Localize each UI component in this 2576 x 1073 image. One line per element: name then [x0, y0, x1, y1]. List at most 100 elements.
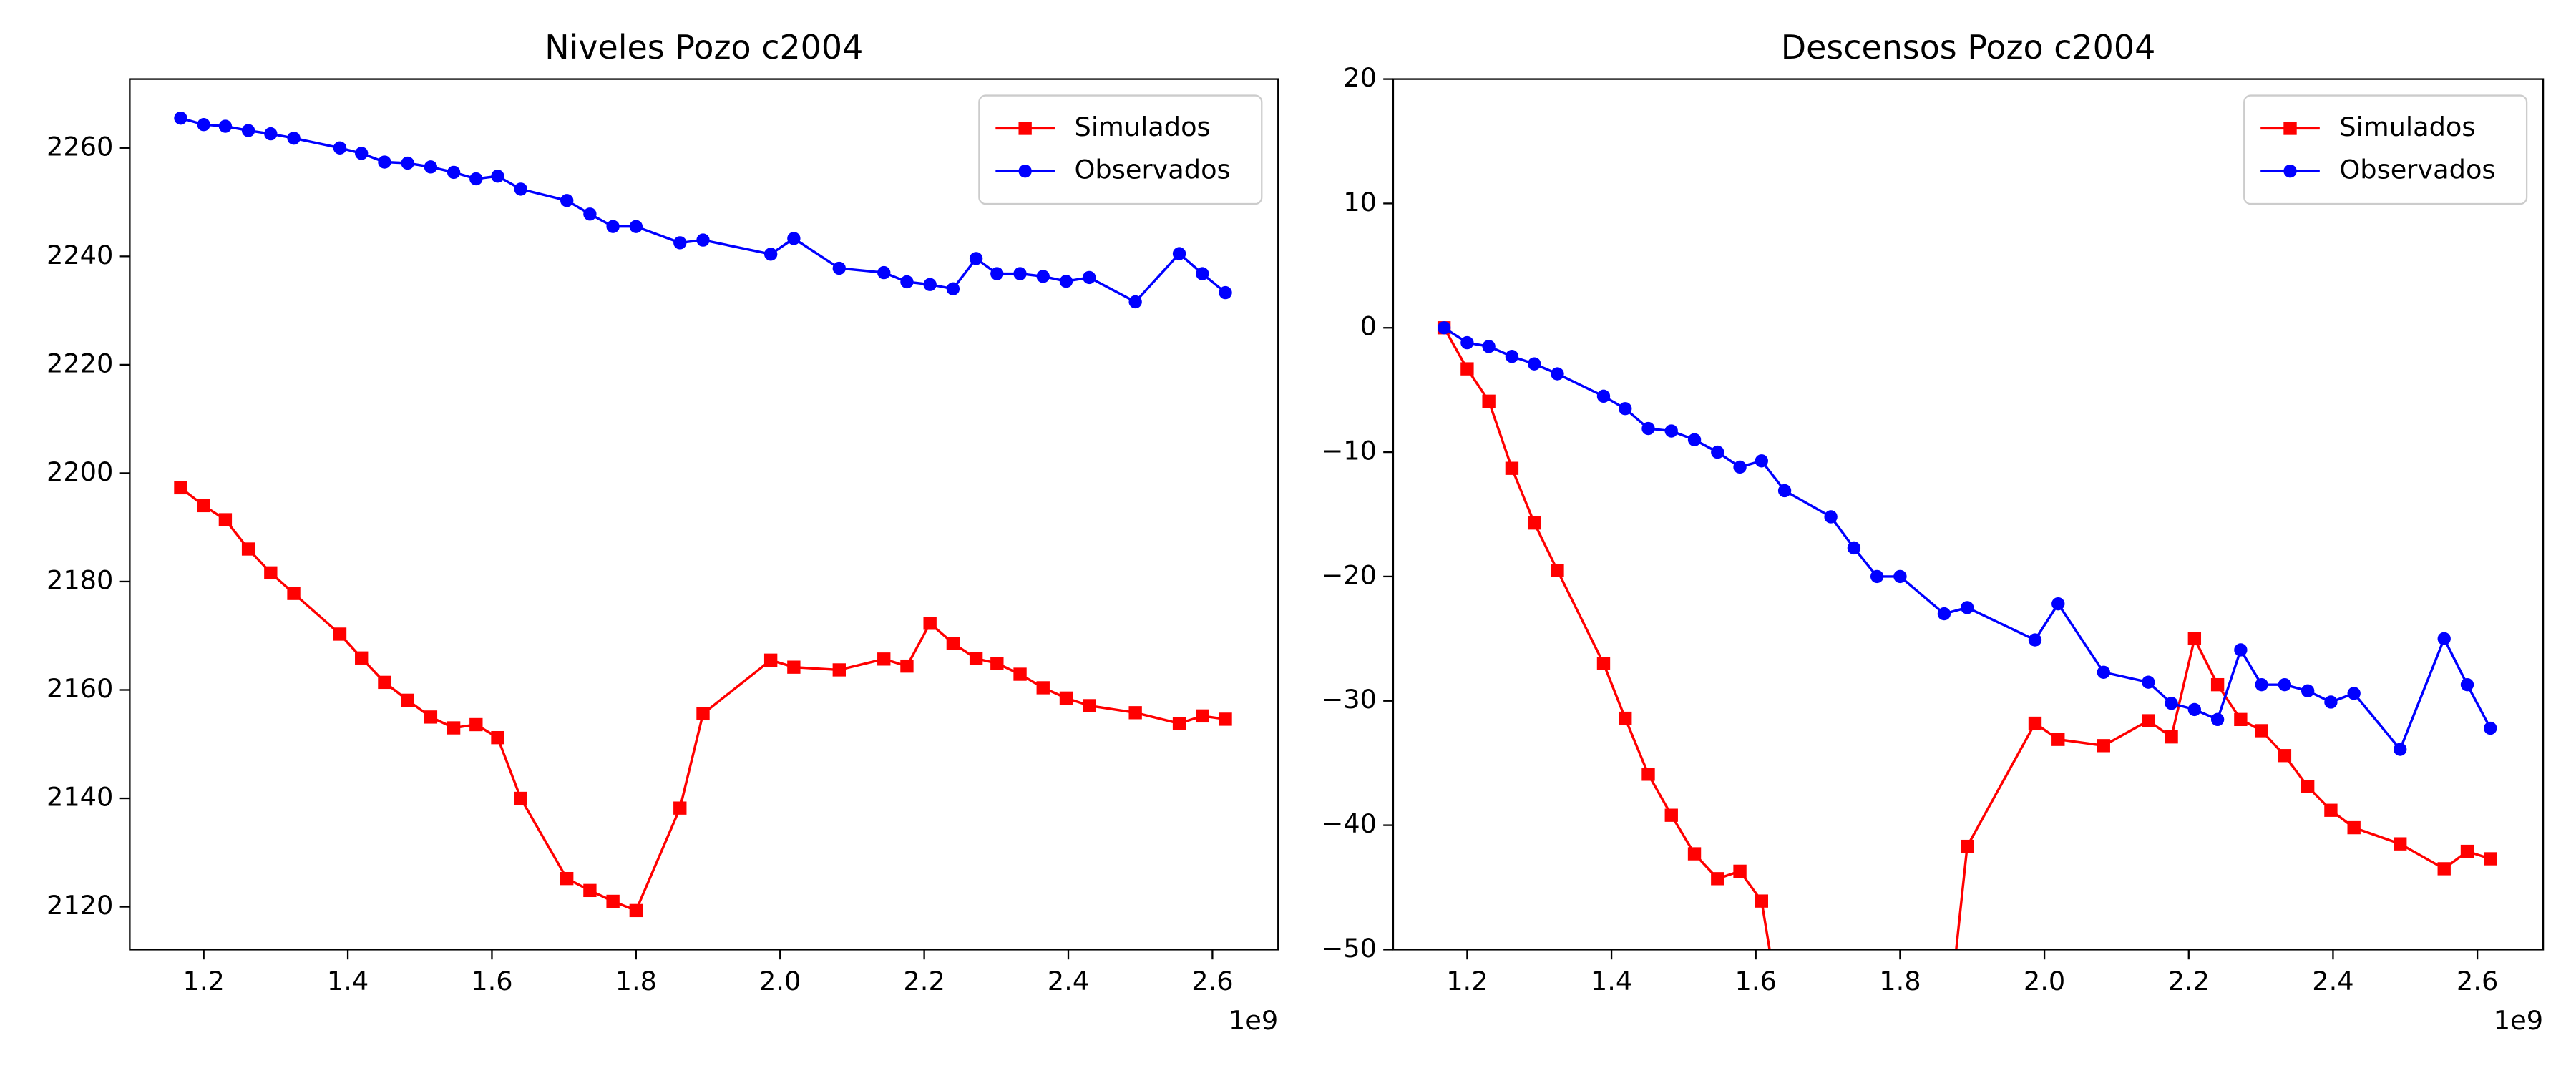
marker [174, 111, 187, 125]
x-tick-label: 1.2 [182, 966, 224, 996]
marker [832, 663, 846, 677]
marker [560, 871, 574, 886]
marker [514, 182, 527, 196]
legend: Simulados Observados [978, 94, 1263, 205]
marker [1460, 335, 1474, 350]
legend-box [978, 94, 1263, 205]
marker [2347, 820, 2361, 835]
marker [1824, 510, 1838, 524]
y-tick-label: −20 [1321, 559, 1377, 590]
marker [2394, 837, 2407, 851]
marker [333, 627, 347, 641]
marker [946, 637, 960, 650]
marker [629, 220, 643, 233]
marker [2097, 665, 2110, 679]
marker [2165, 730, 2178, 744]
marker [832, 261, 846, 275]
marker [1687, 433, 1702, 446]
marker [1711, 445, 1724, 459]
marker [990, 657, 1004, 670]
plot-area [1437, 321, 2497, 950]
marker [2278, 749, 2292, 763]
marker [1664, 808, 1678, 822]
marker [629, 903, 643, 918]
marker [2142, 675, 2155, 689]
marker [424, 160, 438, 174]
marker [1847, 541, 1861, 555]
legend-label: Observados [1075, 155, 1231, 185]
marker [241, 124, 255, 137]
chart: Niveles Pozo c2004 1.2 1.4 1.6 1.8 2.0 2.2 2.4 2… [47, 28, 1279, 1036]
marker [1013, 667, 1027, 681]
marker [2187, 632, 2202, 646]
chart-title: Descensos Pozo c2004 [1781, 28, 2156, 67]
marker [1505, 461, 1519, 475]
marker [1551, 367, 1564, 381]
marker [2301, 684, 2315, 698]
marker [2097, 739, 2110, 753]
marker [606, 894, 620, 908]
marker [287, 131, 301, 145]
marker [1527, 357, 1541, 371]
marker [2028, 633, 2042, 647]
marker [696, 707, 710, 721]
marker [1196, 267, 1209, 280]
marker [2437, 632, 2451, 646]
marker [287, 587, 301, 600]
marker [2142, 714, 2155, 727]
marker [1937, 607, 1951, 621]
x-tick-label: 2.0 [2024, 966, 2065, 996]
marker [218, 513, 233, 526]
marker [1172, 717, 1186, 730]
y-tick-label: 2140 [47, 782, 113, 813]
marker [2301, 780, 2315, 793]
marker [401, 693, 414, 707]
y-tick-label: 2160 [47, 673, 113, 704]
marker [2394, 743, 2407, 756]
x-tick-label: 1.8 [615, 966, 657, 996]
marker [401, 156, 414, 170]
marker [560, 194, 574, 207]
marker [264, 127, 278, 141]
marker [2283, 122, 2297, 135]
marker [1083, 699, 1096, 712]
x-offset-text: 1e9 [1229, 1005, 1278, 1036]
marker [2210, 677, 2225, 692]
marker [1551, 564, 1564, 577]
marker [673, 801, 687, 815]
marker [2437, 862, 2451, 876]
marker [2234, 643, 2248, 657]
y-tick-label: 0 [1360, 311, 1377, 342]
x-tick-label: 2.6 [1191, 966, 1233, 996]
marker [1172, 247, 1186, 260]
x-tick-label: 2.2 [2168, 966, 2210, 996]
marker [2234, 712, 2248, 727]
marker [2324, 695, 2338, 709]
marker [877, 652, 891, 666]
marker [378, 675, 391, 690]
marker [1036, 270, 1050, 283]
marker [2324, 803, 2338, 817]
marker [900, 275, 914, 289]
marker [2484, 852, 2497, 866]
marker [763, 653, 778, 667]
marker [990, 267, 1004, 280]
marker [333, 141, 347, 155]
marker [583, 883, 597, 898]
marker [1641, 421, 1655, 436]
marker [2283, 164, 2297, 178]
marker [218, 119, 233, 133]
marker [1018, 122, 1032, 135]
marker [1219, 285, 1232, 300]
legend-box [2243, 94, 2528, 205]
marker [2460, 844, 2474, 858]
x-tick-label: 2.4 [1048, 966, 1089, 996]
marker [2028, 716, 2042, 730]
marker [1128, 295, 1142, 309]
axes-frame [129, 78, 1279, 951]
marker [696, 233, 710, 247]
marker [1755, 894, 1768, 908]
marker [2460, 677, 2474, 692]
marker [469, 172, 483, 186]
